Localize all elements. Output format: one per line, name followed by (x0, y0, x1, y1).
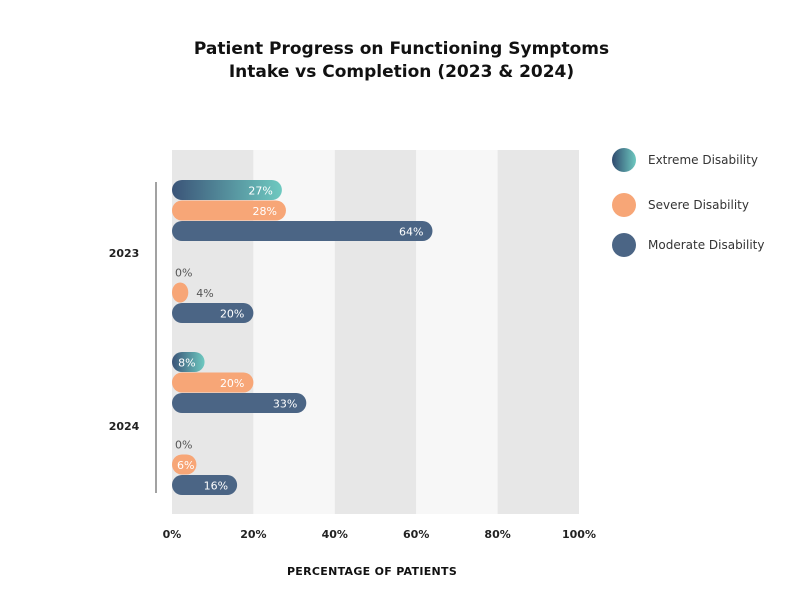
legend-label-moderate: Moderate Disability (648, 238, 765, 252)
x-tick-label-3: 60% (403, 528, 429, 541)
legend-item-extreme: Extreme Disability (612, 148, 792, 174)
chart-title: Patient Progress on Functioning Symptoms… (0, 38, 803, 84)
legend-swatch-severe (612, 193, 636, 217)
bar-2023-intake-extreme (172, 180, 282, 200)
legend-swatch-moderate (612, 233, 636, 257)
legend-item-severe: Severe Disability (612, 193, 792, 219)
bar-label-2024-completion-moderate: 16% (204, 480, 228, 493)
legend-item-moderate: Moderate Disability (612, 233, 792, 259)
bar-2023-completion-moderate (172, 303, 254, 323)
bar-label-2023-completion-extreme: 0% (175, 267, 192, 280)
y-category-label-2024: 2024 (109, 420, 140, 433)
x-tick-label-4: 80% (484, 528, 510, 541)
chart-title-line-1: Patient Progress on Functioning Symptoms (193, 39, 610, 59)
bar-2023-completion-severe (172, 282, 189, 303)
legend-swatch-extreme (612, 148, 636, 172)
y-category-label-2023: 2023 (109, 247, 140, 260)
legend-label-severe: Severe Disability (648, 198, 749, 212)
x-tick-label-0: 0% (163, 528, 182, 541)
bar-label-2023-intake-severe: 28% (253, 205, 277, 218)
bar-label-2023-completion-severe: 4% (196, 287, 213, 300)
background-band-2 (334, 150, 417, 514)
bar-label-2024-completion-extreme: 0% (175, 439, 192, 452)
bar-label-2023-completion-moderate: 20% (220, 308, 244, 321)
bar-labels: 27% 28% 64% 0% 4% 20% 8% 20% 33% 0% 6% 16% (175, 185, 423, 493)
bar-2024-completion-moderate (172, 475, 238, 495)
x-tick-labels: 0% 20% 40% 60% 80% 100% (163, 528, 596, 541)
background-bands (172, 150, 579, 514)
bar-label-2023-intake-extreme: 27% (248, 185, 272, 198)
bar-2024-completion-severe (172, 454, 197, 475)
bar-2024-intake-moderate (172, 393, 307, 413)
x-tick-label-1: 20% (240, 528, 266, 541)
bar-label-2024-intake-moderate: 33% (273, 398, 297, 411)
bar-label-2024-completion-severe: 6% (177, 459, 194, 472)
bar-label-2024-intake-extreme: 8% (178, 357, 195, 370)
chart-title-line-2: Intake vs Completion (2023 & 2024) (228, 62, 575, 82)
background-band-4 (497, 150, 579, 514)
bar-label-2024-intake-severe: 20% (220, 377, 244, 390)
y-category-labels: 2023 2024 (109, 247, 140, 433)
bar-2023-intake-severe (172, 200, 286, 221)
bar-2023-intake-moderate (172, 221, 433, 241)
bar-2024-intake-severe (172, 372, 254, 393)
x-tick-label-5: 100% (562, 528, 596, 541)
legend-label-extreme: Extreme Disability (648, 153, 758, 167)
bar-2024-intake-extreme (172, 352, 205, 372)
x-tick-label-2: 40% (322, 528, 348, 541)
background-band-3 (416, 150, 498, 514)
bar-label-2023-intake-moderate: 64% (399, 226, 423, 239)
x-axis-label: PERCENTAGE OF PATIENTS (286, 565, 458, 578)
bars (172, 180, 433, 495)
